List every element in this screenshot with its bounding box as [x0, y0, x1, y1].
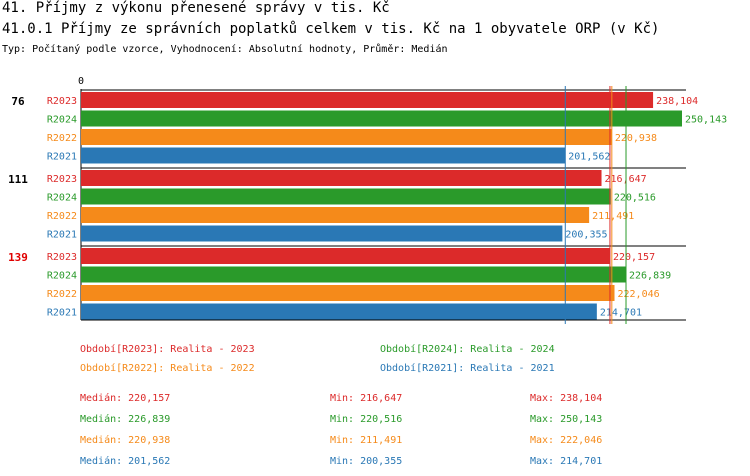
bar	[81, 248, 610, 264]
bar-value-label: 250,143	[685, 115, 727, 126]
bar-value-label: 222,046	[617, 289, 659, 300]
bar	[81, 147, 566, 164]
bar-value-label: 214,701	[600, 308, 642, 319]
bar-value-label: 226,839	[629, 271, 671, 282]
bar-series-label: R2021	[47, 230, 77, 241]
bar	[81, 303, 597, 320]
bar-value-label: 220,938	[615, 133, 657, 144]
bar-value-label: 200,355	[565, 230, 607, 241]
group-label: 76	[11, 95, 25, 108]
bar-series-label: R2024	[47, 115, 77, 126]
group-label: 111	[8, 173, 28, 186]
bar	[81, 285, 615, 301]
bar-value-label: 220,516	[614, 193, 656, 204]
stat-max: Max: 238,104	[530, 393, 602, 404]
bar	[81, 188, 611, 205]
bar-series-label: R2022	[47, 133, 77, 144]
bar-series-label: R2021	[47, 152, 77, 163]
stat-min: Min: 216,647	[330, 393, 402, 404]
stat-min: Min: 211,491	[330, 435, 402, 446]
bar-series-label: R2023	[47, 174, 77, 185]
chart-subtitle: 41.0.1 Příjmy ze správních poplatků celk…	[2, 21, 660, 37]
legend-entry: Období[R2023]: Realita - 2023	[80, 343, 255, 355]
stat-max: Max: 250,143	[530, 414, 602, 425]
bar	[81, 225, 563, 242]
bar-value-label: 201,562	[568, 152, 610, 163]
stat-max: Max: 214,701	[530, 456, 602, 467]
stat-min: Min: 220,516	[330, 414, 402, 425]
stat-median: Medián: 226,839	[80, 413, 170, 425]
bar-series-label: R2022	[47, 289, 77, 300]
bar	[81, 92, 654, 108]
bar-value-label: 238,104	[656, 96, 698, 107]
chart-title: 41. Příjmy z výkonu přenesené správy v t…	[2, 0, 390, 16]
bar-value-label: 220,157	[613, 252, 655, 263]
group-label: 139	[8, 251, 28, 264]
bar-series-label: R2023	[47, 96, 77, 107]
chart-info: Typ: Počítaný podle vzorce, Vyhodnocení:…	[2, 44, 448, 55]
stat-median: Medián: 220,157	[80, 392, 170, 404]
stat-max: Max: 222,046	[530, 435, 602, 446]
bar-series-label: R2024	[47, 271, 77, 282]
bar	[81, 266, 627, 283]
bar	[81, 129, 612, 145]
bar	[81, 170, 602, 186]
bar-series-label: R2024	[47, 193, 77, 204]
bar-series-label: R2021	[47, 308, 77, 319]
bar-series-label: R2023	[47, 252, 77, 263]
stat-min: Min: 200,355	[330, 456, 402, 467]
x-axis-zero-label: 0	[78, 76, 84, 87]
bar-series-label: R2022	[47, 211, 77, 222]
legend-entry: Období[R2024]: Realita - 2024	[380, 343, 555, 355]
bar	[81, 207, 590, 223]
legend-entry: Období[R2022]: Realita - 2022	[80, 362, 255, 374]
bar	[81, 110, 682, 127]
stat-median: Medián: 220,938	[80, 434, 170, 446]
bar-value-label: 211,491	[592, 211, 634, 222]
legend-entry: Období[R2021]: Realita - 2021	[380, 362, 555, 374]
stat-median: Medián: 201,562	[80, 455, 170, 467]
